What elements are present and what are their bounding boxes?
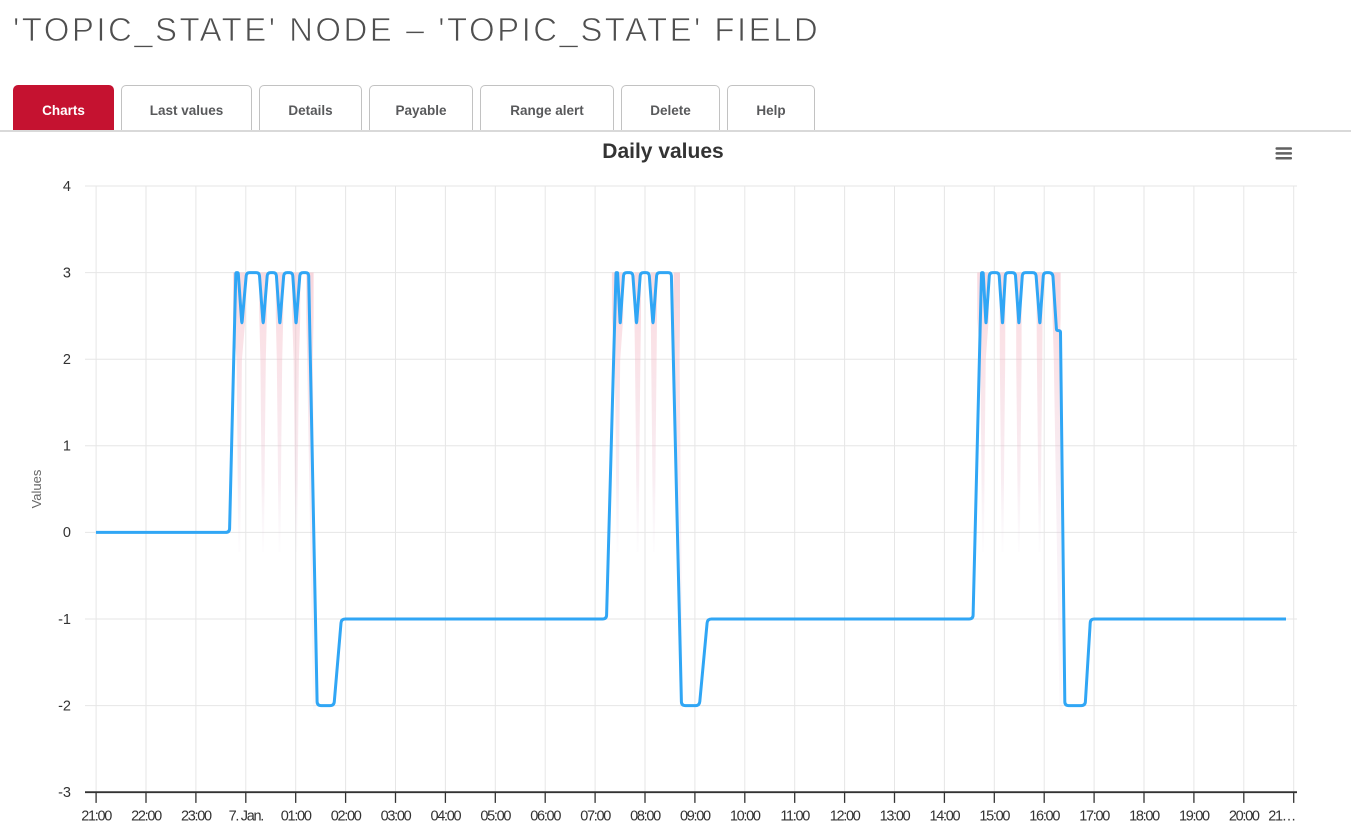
svg-text:03:00: 03:00: [381, 809, 412, 825]
svg-text:07:00: 07:00: [580, 809, 611, 825]
svg-text:01:00: 01:00: [281, 809, 312, 825]
svg-text:Daily values: Daily values: [602, 140, 723, 163]
svg-text:09:00: 09:00: [680, 809, 711, 825]
svg-text:23:00: 23:00: [181, 809, 212, 825]
svg-text:15:00: 15:00: [979, 809, 1010, 825]
svg-text:20:00: 20:00: [1229, 809, 1260, 825]
svg-text:11:00: 11:00: [780, 809, 810, 825]
svg-text:4: 4: [63, 179, 71, 195]
svg-text:-2: -2: [58, 698, 71, 714]
svg-text:22:00: 22:00: [131, 809, 162, 825]
svg-text:2: 2: [63, 352, 71, 368]
svg-text:-1: -1: [58, 612, 71, 628]
svg-text:3: 3: [63, 265, 71, 281]
svg-text:12:00: 12:00: [830, 809, 861, 825]
svg-text:Values: Values: [29, 469, 44, 508]
svg-text:04:00: 04:00: [431, 809, 462, 825]
svg-text:21:00: 21:00: [81, 809, 112, 825]
svg-text:08:00: 08:00: [630, 809, 661, 825]
svg-text:17:00: 17:00: [1079, 809, 1110, 825]
svg-text:06:00: 06:00: [530, 809, 561, 825]
svg-text:19:00: 19:00: [1179, 809, 1210, 825]
svg-text:7. Jan.: 7. Jan.: [229, 809, 264, 825]
svg-text:14:00: 14:00: [930, 809, 961, 825]
svg-text:18:00: 18:00: [1129, 809, 1160, 825]
svg-text:-3: -3: [58, 785, 71, 801]
svg-text:10:00: 10:00: [730, 809, 761, 825]
svg-text:0: 0: [63, 525, 71, 541]
svg-text:21…: 21…: [1268, 809, 1295, 825]
svg-text:1: 1: [63, 439, 71, 455]
svg-text:16:00: 16:00: [1029, 809, 1060, 825]
svg-text:02:00: 02:00: [331, 809, 362, 825]
svg-text:05:00: 05:00: [480, 809, 511, 825]
svg-text:13:00: 13:00: [880, 809, 911, 825]
